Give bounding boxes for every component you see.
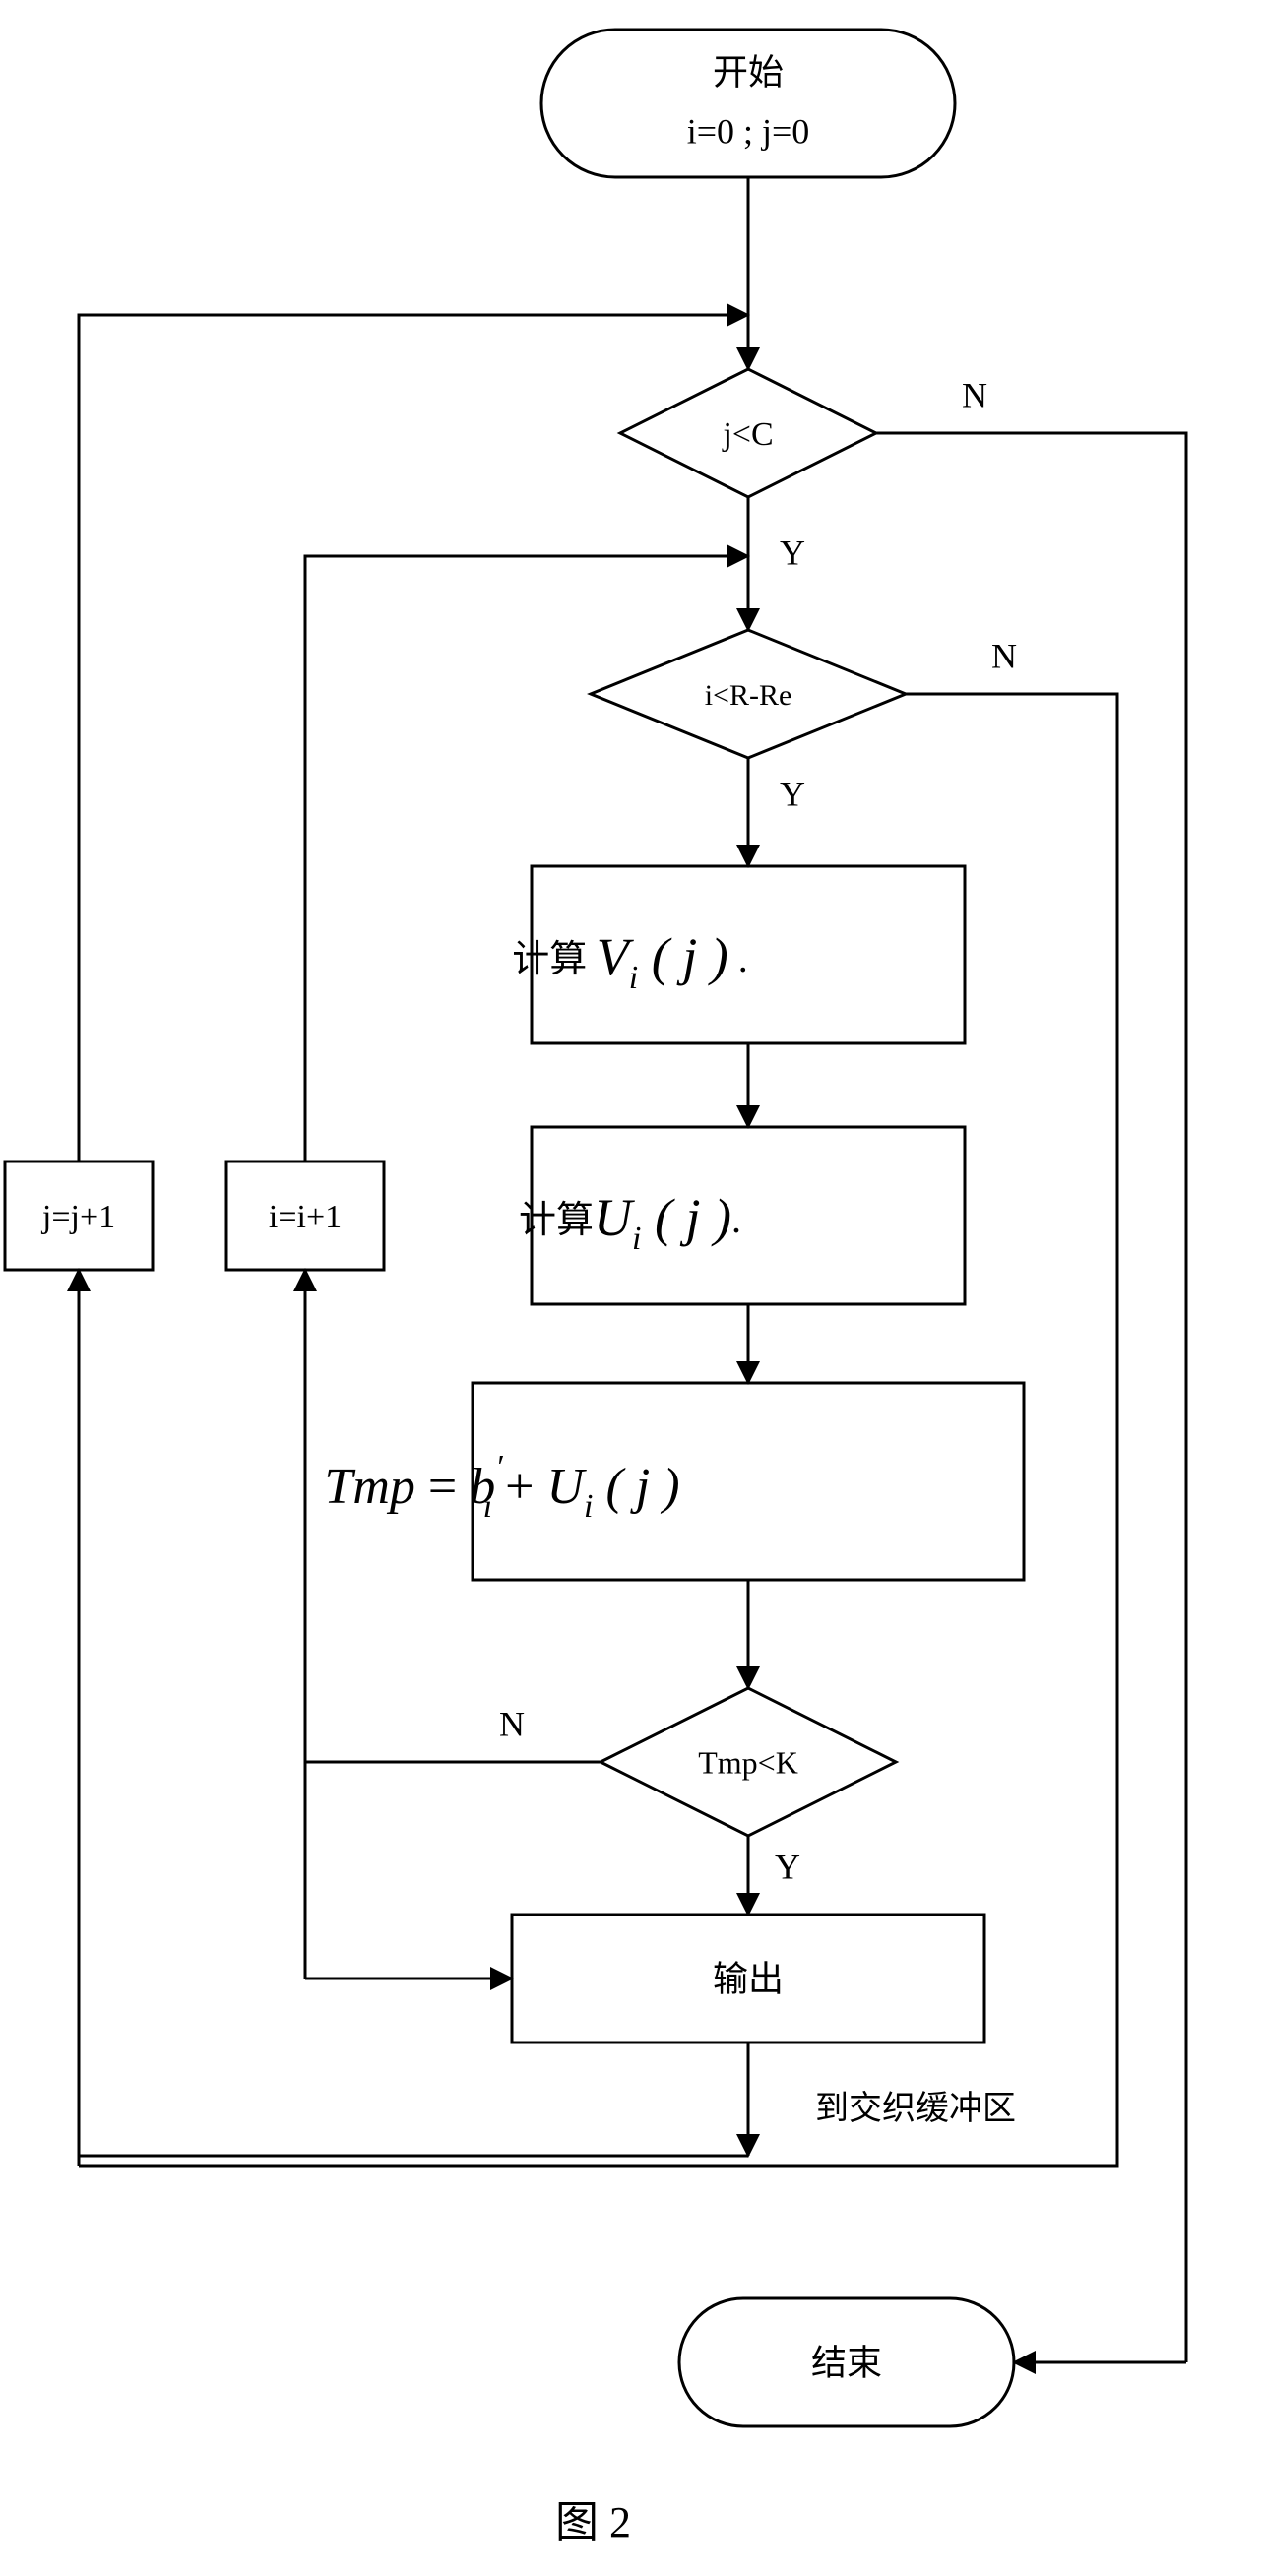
end-label: 结束 bbox=[811, 2343, 882, 2382]
decision-i-lt-r-label: i<R-Re bbox=[705, 679, 792, 712]
label-y-3: Y bbox=[775, 1847, 800, 1886]
start-label-1: 开始 bbox=[713, 52, 784, 92]
label-n-3: N bbox=[499, 1704, 525, 1743]
process-ui-text: 计算Ui ( j ). bbox=[519, 1188, 741, 1256]
process-tmp-text: Tmp = b′i + Ui ( j ) bbox=[324, 1449, 679, 1525]
start-label-2: i=0 ; j=0 bbox=[687, 111, 810, 151]
process-vi-text: 计算 Vi ( j ) . bbox=[512, 927, 747, 995]
label-to-buffer: 到交织缓冲区 bbox=[815, 2090, 1016, 2127]
label-n-2: N bbox=[991, 636, 1017, 675]
decision-tmp-lt-k-label: Tmp<K bbox=[698, 1744, 798, 1780]
process-i-inc-label: i=i+1 bbox=[269, 1199, 342, 1235]
decision-j-lt-c-label: j<C bbox=[722, 416, 773, 453]
process-j-inc-label: j=j+1 bbox=[41, 1199, 115, 1235]
label-y-1: Y bbox=[780, 533, 805, 572]
label-y-2: Y bbox=[780, 774, 805, 813]
figure-caption: 图 2 bbox=[555, 2498, 631, 2546]
label-n-1: N bbox=[962, 375, 987, 414]
process-output-label: 输出 bbox=[713, 1959, 784, 1998]
